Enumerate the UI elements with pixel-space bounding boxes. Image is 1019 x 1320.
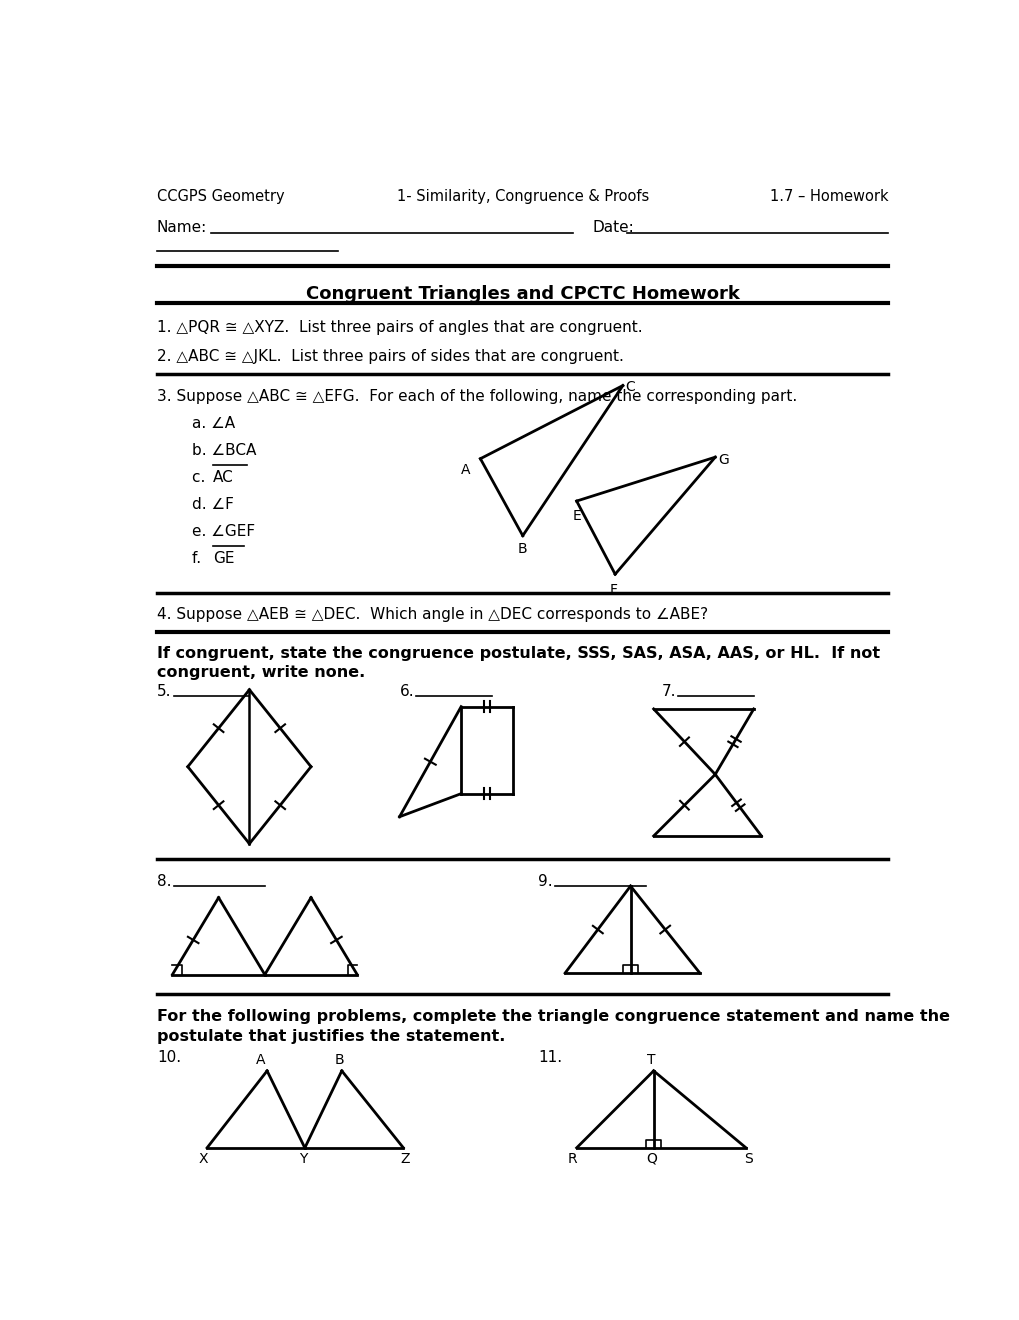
Text: If congruent, state the congruence postulate, SSS, SAS, ASA, AAS, or HL.  If not: If congruent, state the congruence postu… xyxy=(157,645,879,661)
Text: A: A xyxy=(461,462,470,477)
Text: GE: GE xyxy=(213,552,234,566)
Text: B: B xyxy=(334,1053,344,1067)
Text: c.: c. xyxy=(192,470,210,486)
Text: 10.: 10. xyxy=(157,1051,181,1065)
Text: Z: Z xyxy=(399,1151,410,1166)
Text: B: B xyxy=(517,543,527,556)
Text: 11.: 11. xyxy=(538,1051,561,1065)
Text: X: X xyxy=(199,1151,208,1166)
Text: d. ∠F: d. ∠F xyxy=(192,498,233,512)
Text: 4. Suppose △AEB ≅ △DEC.  Which angle in △DEC corresponds to ∠ABE?: 4. Suppose △AEB ≅ △DEC. Which angle in △… xyxy=(157,607,707,622)
Text: 2. △ABC ≅ △JKL.  List three pairs of sides that are congruent.: 2. △ABC ≅ △JKL. List three pairs of side… xyxy=(157,350,624,364)
Text: G: G xyxy=(717,453,729,466)
Text: 3. Suppose △ABC ≅ △EFG.  For each of the following, name the corresponding part.: 3. Suppose △ABC ≅ △EFG. For each of the … xyxy=(157,389,797,404)
Text: Date:: Date: xyxy=(591,220,633,235)
Text: 7.: 7. xyxy=(660,684,676,700)
Text: For the following problems, complete the triangle congruence statement and name : For the following problems, complete the… xyxy=(157,1010,949,1024)
Text: 1- Similarity, Congruence & Proofs: 1- Similarity, Congruence & Proofs xyxy=(396,189,648,205)
Text: f.: f. xyxy=(192,552,206,566)
Text: Q: Q xyxy=(646,1151,657,1166)
Text: postulate that justifies the statement.: postulate that justifies the statement. xyxy=(157,1028,504,1044)
Text: CCGPS Geometry: CCGPS Geometry xyxy=(157,189,284,205)
Text: e. ∠GEF: e. ∠GEF xyxy=(192,524,255,539)
Text: F: F xyxy=(609,583,618,598)
Text: R: R xyxy=(568,1151,577,1166)
Text: Congruent Triangles and CPCTC Homework: Congruent Triangles and CPCTC Homework xyxy=(306,285,739,304)
Text: T: T xyxy=(646,1053,655,1067)
Text: E: E xyxy=(573,508,581,523)
Text: 8.: 8. xyxy=(157,875,171,890)
Text: C: C xyxy=(625,380,634,395)
Text: 5.: 5. xyxy=(157,684,171,700)
Text: b. ∠BCA: b. ∠BCA xyxy=(192,444,256,458)
Text: 1.7 – Homework: 1.7 – Homework xyxy=(769,189,888,205)
Text: S: S xyxy=(743,1151,752,1166)
Text: AC: AC xyxy=(213,470,233,486)
Text: A: A xyxy=(256,1053,265,1067)
Text: Y: Y xyxy=(299,1151,307,1166)
Text: Name:: Name: xyxy=(157,220,207,235)
Text: 1. △PQR ≅ △XYZ.  List three pairs of angles that are congruent.: 1. △PQR ≅ △XYZ. List three pairs of angl… xyxy=(157,321,642,335)
Text: congruent, write none.: congruent, write none. xyxy=(157,665,365,680)
Text: 6.: 6. xyxy=(399,684,414,700)
Text: 9.: 9. xyxy=(538,875,552,890)
Text: a. ∠A: a. ∠A xyxy=(192,416,234,432)
